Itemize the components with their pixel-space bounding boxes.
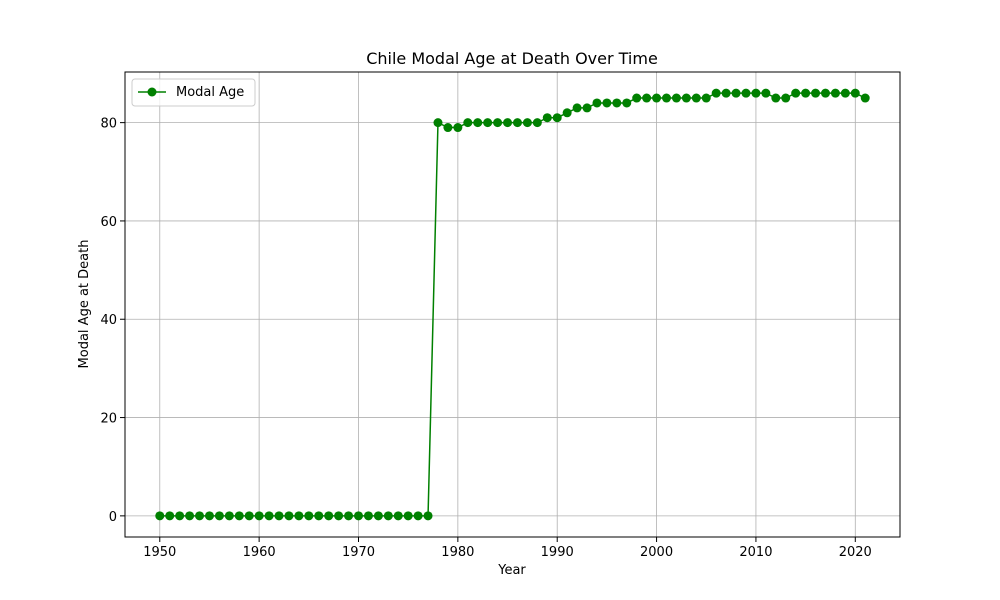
data-point <box>493 118 503 128</box>
data-point <box>811 88 821 98</box>
x-tick-label: 1970 <box>342 545 375 560</box>
data-point <box>662 93 672 103</box>
data-point <box>453 123 463 133</box>
data-point <box>175 511 185 521</box>
data-point <box>155 511 165 521</box>
x-tick-label: 1990 <box>541 545 574 560</box>
data-point <box>165 511 175 521</box>
data-point <box>622 98 632 108</box>
data-point <box>602 98 612 108</box>
data-point <box>373 511 383 521</box>
x-tick-label: 1950 <box>143 545 176 560</box>
data-point <box>274 511 284 521</box>
data-point <box>334 511 344 521</box>
legend-box <box>131 78 256 107</box>
data-point <box>244 511 254 521</box>
data-point <box>721 88 731 98</box>
data-point <box>542 113 552 123</box>
data-point <box>254 511 264 521</box>
data-point <box>393 511 403 521</box>
data-point <box>801 88 811 98</box>
data-point <box>691 93 701 103</box>
legend: Modal Age <box>131 78 256 107</box>
data-point <box>592 98 602 108</box>
data-point <box>473 118 483 128</box>
data-point <box>532 118 542 128</box>
y-axis-label: Modal Age at Death <box>77 240 92 369</box>
data-point <box>443 123 453 133</box>
data-point <box>344 511 354 521</box>
data-point <box>781 93 791 103</box>
data-point <box>860 93 870 103</box>
data-point <box>731 88 741 98</box>
x-tick-label: 2010 <box>739 545 772 560</box>
data-point <box>612 98 622 108</box>
y-tick-label: 80 <box>100 117 117 132</box>
data-point <box>204 511 214 521</box>
data-point <box>284 511 294 521</box>
legend-label: Modal Age <box>176 85 244 100</box>
x-tick-label: 1980 <box>441 545 474 560</box>
data-point <box>512 118 522 128</box>
x-axis-label: Year <box>497 563 526 578</box>
data-point <box>234 511 244 521</box>
axis-ticks: 1950 1960 1970 1980 1990 2000 2010 2020 0 20 40 60 8… <box>100 117 871 560</box>
data-point <box>383 511 393 521</box>
data-point <box>552 113 562 123</box>
data-point <box>572 103 582 113</box>
data-point <box>304 511 314 521</box>
data-point <box>840 88 850 98</box>
data-point <box>582 103 592 113</box>
data-point <box>652 93 662 103</box>
plot-area-frame <box>124 71 901 538</box>
data-point <box>850 88 860 98</box>
legend-marker-sample <box>147 87 157 97</box>
data-point <box>463 118 473 128</box>
x-tick-label: 1960 <box>243 545 276 560</box>
chart-title: Chile Modal Age at Death Over Time <box>366 49 658 68</box>
y-tick-label: 40 <box>100 313 117 328</box>
data-point <box>363 511 373 521</box>
data-point <box>761 88 771 98</box>
x-tick-label: 2000 <box>640 545 673 560</box>
data-point <box>711 88 721 98</box>
data-point <box>681 93 691 103</box>
data-point <box>741 88 751 98</box>
data-point <box>483 118 493 128</box>
data-point <box>324 511 334 521</box>
y-tick-label: 0 <box>109 510 117 525</box>
series-layer <box>155 88 870 521</box>
data-point <box>433 118 443 128</box>
data-point <box>632 93 642 103</box>
data-point <box>413 511 423 521</box>
data-point <box>522 118 532 128</box>
data-point <box>214 511 224 521</box>
data-point <box>503 118 513 128</box>
data-point <box>353 511 363 521</box>
data-point <box>820 88 830 98</box>
data-point <box>224 511 234 521</box>
y-tick-label: 20 <box>100 412 117 427</box>
data-point <box>751 88 761 98</box>
data-point <box>642 93 652 103</box>
x-tick-label: 2020 <box>839 545 872 560</box>
data-point <box>314 511 324 521</box>
data-point <box>423 511 433 521</box>
data-point <box>771 93 781 103</box>
data-point <box>185 511 195 521</box>
data-point <box>562 108 572 118</box>
data-point <box>403 511 413 521</box>
data-point <box>830 88 840 98</box>
y-tick-label: 60 <box>100 215 117 230</box>
data-point <box>195 511 205 521</box>
data-point <box>294 511 304 521</box>
data-point <box>701 93 711 103</box>
data-point <box>264 511 274 521</box>
data-point <box>671 93 681 103</box>
data-point <box>791 88 801 98</box>
